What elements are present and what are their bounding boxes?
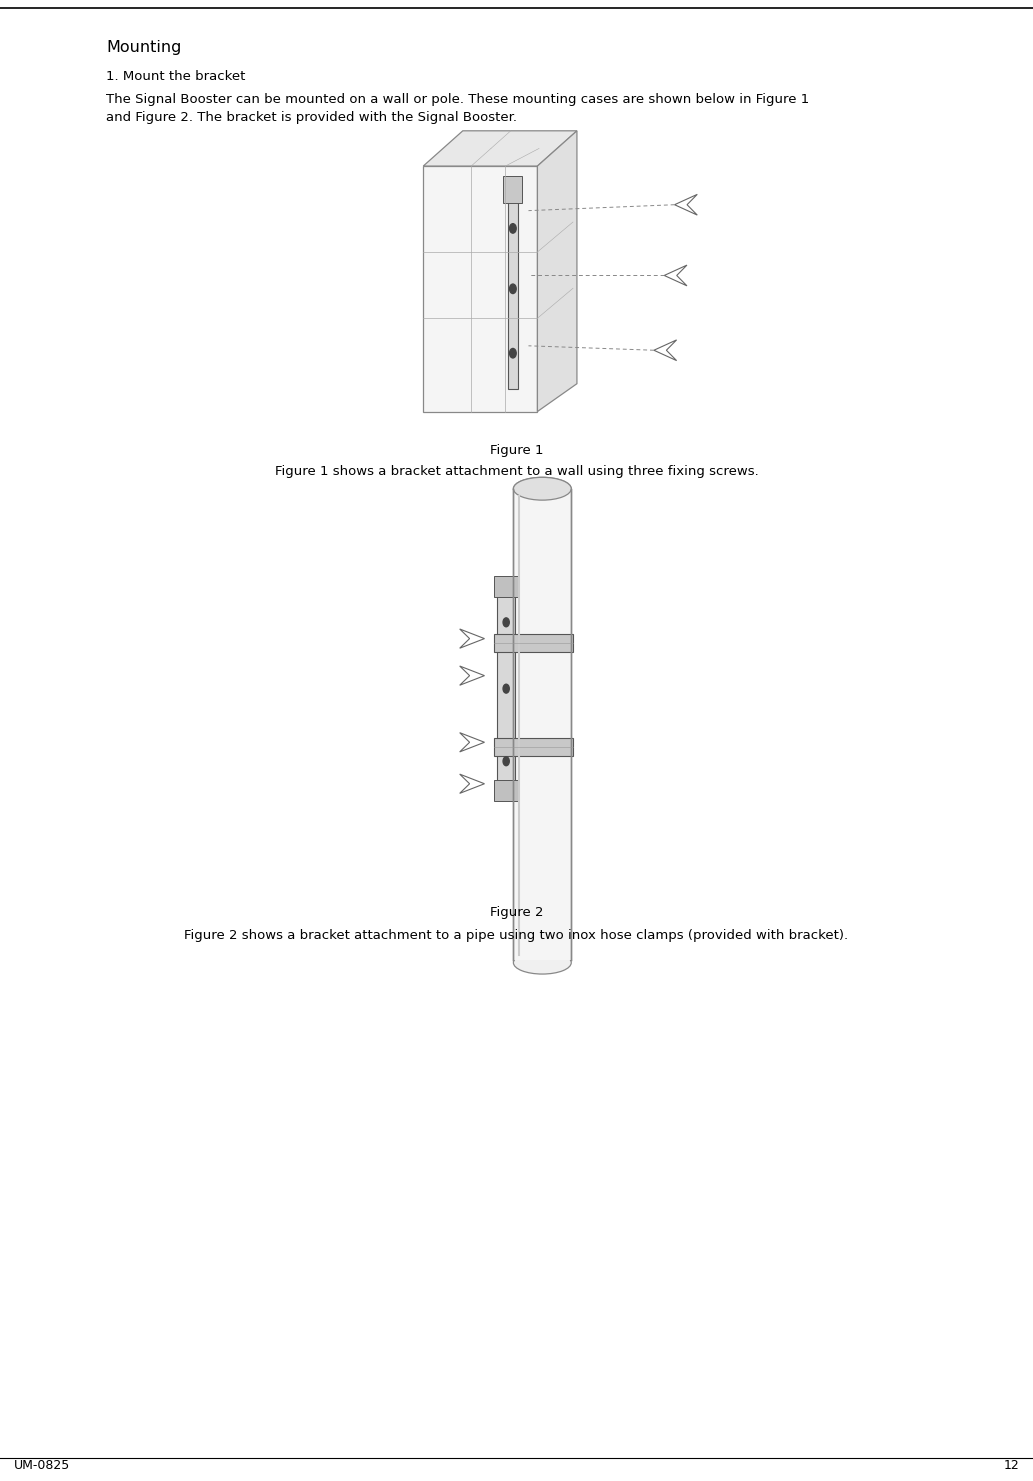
- Text: 1. Mount the bracket: 1. Mount the bracket: [106, 70, 246, 83]
- Polygon shape: [494, 780, 519, 801]
- Polygon shape: [424, 166, 537, 412]
- Polygon shape: [664, 265, 687, 286]
- Text: Figure 1: Figure 1: [490, 444, 543, 458]
- Ellipse shape: [513, 477, 571, 501]
- Polygon shape: [424, 130, 577, 166]
- Polygon shape: [460, 775, 484, 794]
- Text: UM-0825: UM-0825: [13, 1459, 69, 1472]
- Circle shape: [509, 284, 516, 293]
- Text: The Signal Booster can be mounted on a wall or pole. These mounting cases are sh: The Signal Booster can be mounted on a w…: [106, 93, 810, 124]
- Circle shape: [503, 757, 509, 766]
- Ellipse shape: [513, 951, 571, 974]
- Text: Figure 2 shows a bracket attachment to a pipe using two inox hose clamps (provid: Figure 2 shows a bracket attachment to a…: [185, 929, 848, 942]
- Polygon shape: [460, 733, 484, 752]
- Circle shape: [503, 684, 509, 693]
- Polygon shape: [494, 576, 519, 597]
- Text: Figure 1 shows a bracket attachment to a wall using three fixing screws.: Figure 1 shows a bracket attachment to a…: [275, 465, 758, 478]
- Polygon shape: [513, 489, 571, 960]
- Polygon shape: [460, 629, 484, 649]
- Ellipse shape: [513, 477, 571, 501]
- Polygon shape: [494, 738, 573, 755]
- Polygon shape: [497, 585, 515, 792]
- Text: Figure 2: Figure 2: [490, 906, 543, 920]
- Circle shape: [509, 348, 516, 358]
- Text: 12: 12: [1004, 1459, 1020, 1472]
- Circle shape: [509, 224, 516, 233]
- Polygon shape: [503, 176, 523, 203]
- Polygon shape: [494, 634, 573, 652]
- Text: Mounting: Mounting: [106, 40, 182, 55]
- Circle shape: [503, 618, 509, 626]
- Polygon shape: [654, 339, 677, 360]
- Polygon shape: [537, 130, 577, 412]
- Polygon shape: [675, 194, 697, 215]
- Polygon shape: [460, 666, 484, 686]
- Polygon shape: [507, 188, 519, 390]
